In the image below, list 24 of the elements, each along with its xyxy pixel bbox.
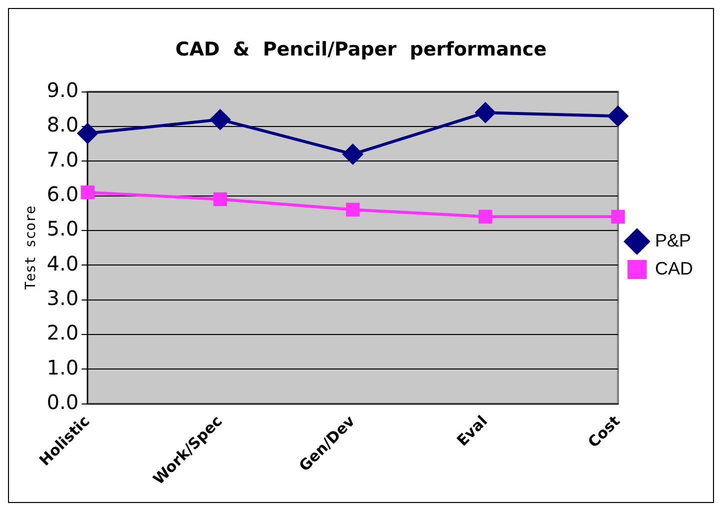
y-tick-label: 1.0 xyxy=(46,355,79,380)
legend-label: CAD xyxy=(654,258,694,278)
y-tick-label: 6.0 xyxy=(46,182,79,206)
y-tick-label: 5.0 xyxy=(46,216,79,241)
point xyxy=(346,202,360,217)
point xyxy=(80,185,94,200)
y-tick-label: 4.0 xyxy=(46,251,79,276)
point xyxy=(210,109,231,130)
y-axis-title: Test score xyxy=(23,206,40,290)
point xyxy=(77,122,98,144)
legend-label: P&P xyxy=(654,230,692,250)
point xyxy=(342,144,364,165)
chart-title: CAD & Pencil/Paper performance xyxy=(175,38,547,60)
point xyxy=(474,102,496,124)
y-tick-label: 9.0 xyxy=(46,78,79,102)
point xyxy=(611,210,625,224)
point xyxy=(478,210,492,224)
y-tick-label: 7.0 xyxy=(46,147,79,172)
point xyxy=(213,192,228,206)
y-tick-label: 3.0 xyxy=(46,286,79,310)
y-tick-label: 2.0 xyxy=(46,320,79,345)
y-tick-label: 8.0 xyxy=(46,112,79,137)
y-tick-label: 0.0 xyxy=(46,390,79,414)
point xyxy=(607,106,628,127)
